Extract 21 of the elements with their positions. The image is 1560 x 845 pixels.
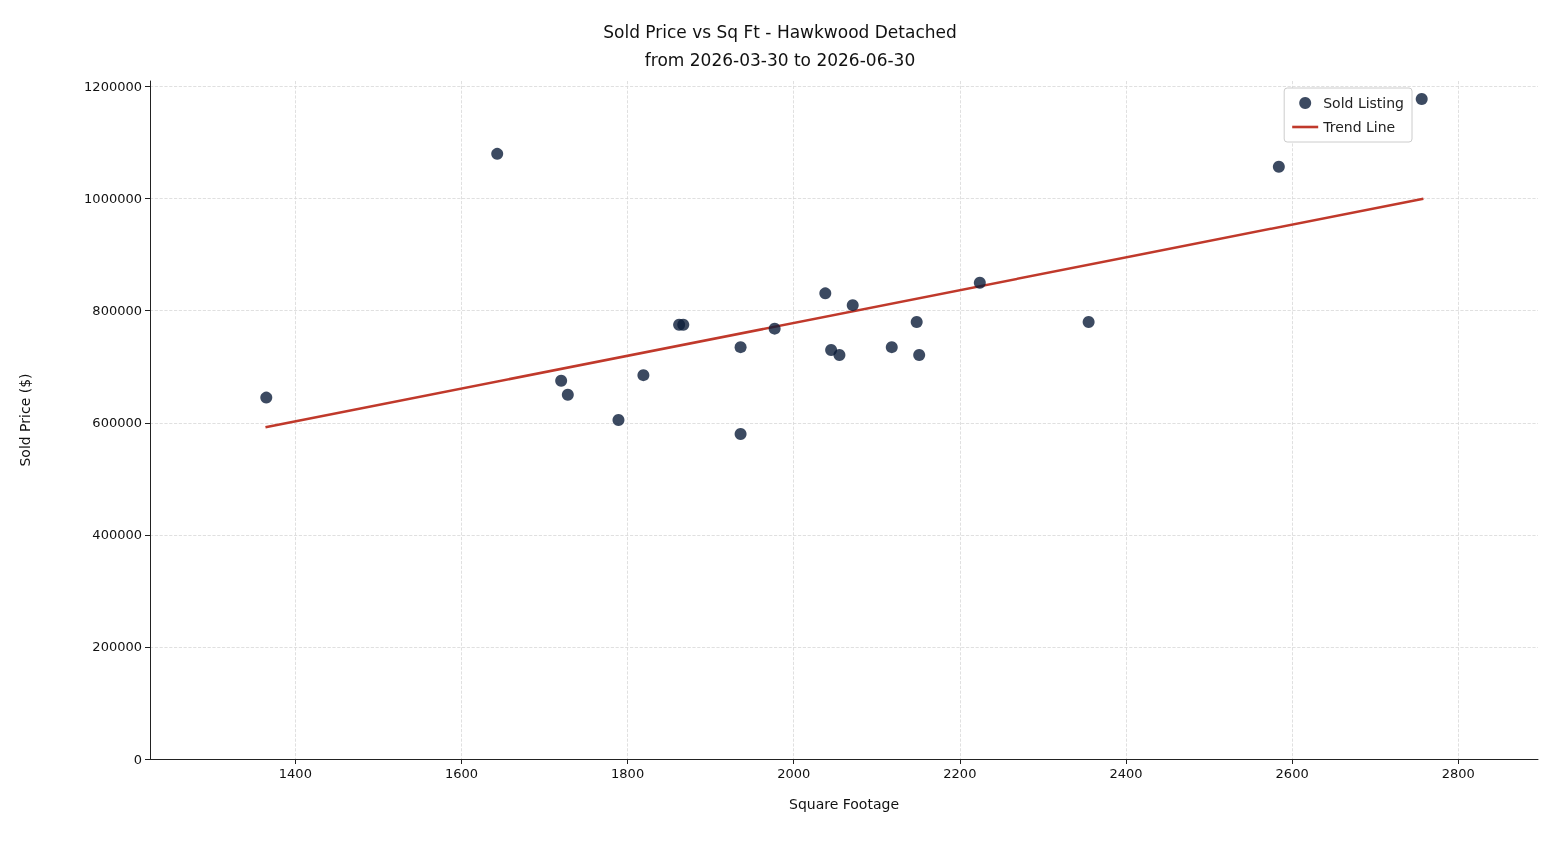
x-tick-label: 2000 xyxy=(777,766,811,781)
x-axis-title: Square Footage xyxy=(789,796,899,812)
y-tick-label: 800000 xyxy=(92,303,142,319)
y-tick-label: 0 xyxy=(133,751,142,767)
chart-title: Sold Price vs Sq Ft - Hawkwood Detached xyxy=(603,21,957,42)
legend-label: Trend Line xyxy=(1322,119,1396,135)
legend-label: Sold Listing xyxy=(1323,95,1405,111)
x-tick-label: 2400 xyxy=(1109,766,1143,781)
y-tick-label: 400000 xyxy=(92,527,142,543)
y-tick-label: 1200000 xyxy=(84,79,142,95)
y-axis-title: Sold Price ($) xyxy=(17,373,33,467)
y-tick-label: 600000 xyxy=(92,415,142,431)
x-tick-label: 2200 xyxy=(943,766,977,781)
x-tick-label: 1600 xyxy=(444,766,479,781)
y-tick-label: 200000 xyxy=(92,639,142,655)
chart-subtitle: from 2026-03-30 to 2026-06-30 xyxy=(644,49,916,70)
x-tick-label: 1800 xyxy=(611,766,645,781)
y-tick-label: 1000000 xyxy=(84,191,142,207)
x-tick-label: 2600 xyxy=(1275,766,1309,781)
x-tick-label: 2800 xyxy=(1441,766,1475,781)
x-tick-label: 1400 xyxy=(278,766,312,781)
